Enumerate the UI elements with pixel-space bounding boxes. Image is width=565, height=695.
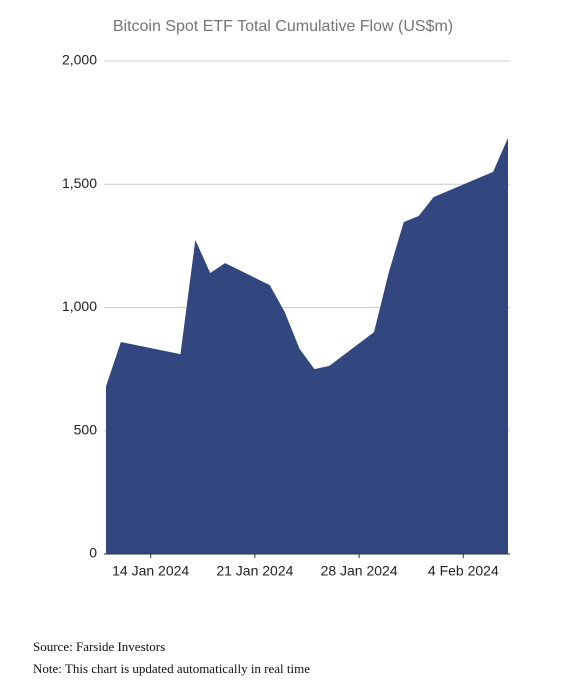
x-tick-label: 21 Jan 2024 [216, 563, 293, 579]
y-tick-label: 500 [74, 421, 98, 437]
x-tick-label: 4 Feb 2024 [428, 563, 499, 579]
source-note: Source: Farside Investors [33, 639, 165, 654]
y-tick-label: 1,500 [62, 175, 97, 191]
chart-title: Bitcoin Spot ETF Total Cumulative Flow (… [113, 18, 453, 35]
update-note: Note: This chart is updated automaticall… [33, 661, 310, 676]
x-tick-label: 28 Jan 2024 [321, 563, 398, 579]
y-tick-label: 2,000 [62, 52, 97, 68]
y-tick-label: 0 [89, 545, 97, 561]
y-tick-label: 1,000 [62, 298, 97, 314]
x-tick-label: 14 Jan 2024 [112, 563, 189, 579]
area [106, 137, 508, 554]
